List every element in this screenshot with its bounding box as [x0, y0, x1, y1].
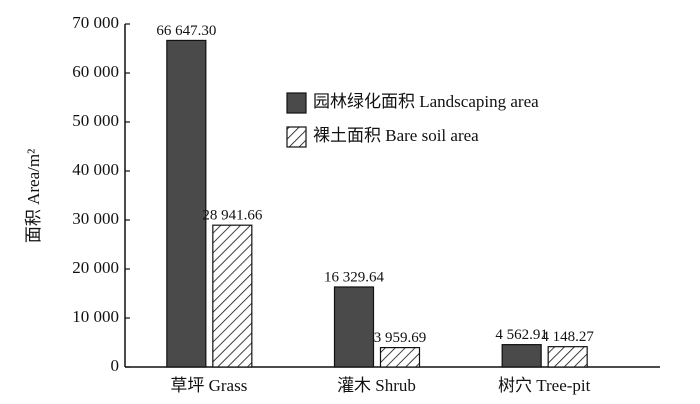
y-tick-label: 70 000: [72, 13, 119, 32]
x-tick-label: 树穴 Tree-pit: [498, 376, 591, 395]
x-tick-label: 灌木 Shrub: [337, 376, 416, 395]
value-label: 4 148.27: [541, 329, 594, 345]
legend-label: 园林绿化面积 Landscaping area: [313, 92, 539, 111]
value-label: 4 562.91: [495, 327, 548, 343]
y-tick-label: 30 000: [72, 209, 119, 228]
value-label: 28 941.66: [202, 208, 263, 224]
legend-label: 裸土面积 Bare soil area: [313, 126, 479, 145]
y-tick-label: 50 000: [72, 111, 119, 130]
value-label: 16 329.64: [324, 269, 385, 285]
bar: [379, 346, 421, 368]
legend-swatch: [286, 92, 307, 114]
value-label: 66 647.30: [156, 23, 216, 39]
bar: [547, 346, 588, 368]
y-tick-label: 40 000: [72, 160, 119, 179]
value-label: 3 959.69: [374, 330, 427, 346]
x-tick-label: 草坪 Grass: [170, 376, 247, 395]
y-tick-label: 20 000: [72, 258, 119, 277]
bar: [212, 224, 253, 368]
y-tick-label: 0: [111, 356, 120, 375]
legend-swatch: [286, 126, 307, 148]
y-tick-label: 60 000: [72, 62, 119, 81]
bar: [333, 286, 375, 368]
y-axis-label: 面积 Area/m²: [24, 149, 43, 243]
bar: [166, 39, 207, 368]
y-tick-label: 10 000: [72, 307, 119, 326]
bar: [501, 344, 542, 368]
